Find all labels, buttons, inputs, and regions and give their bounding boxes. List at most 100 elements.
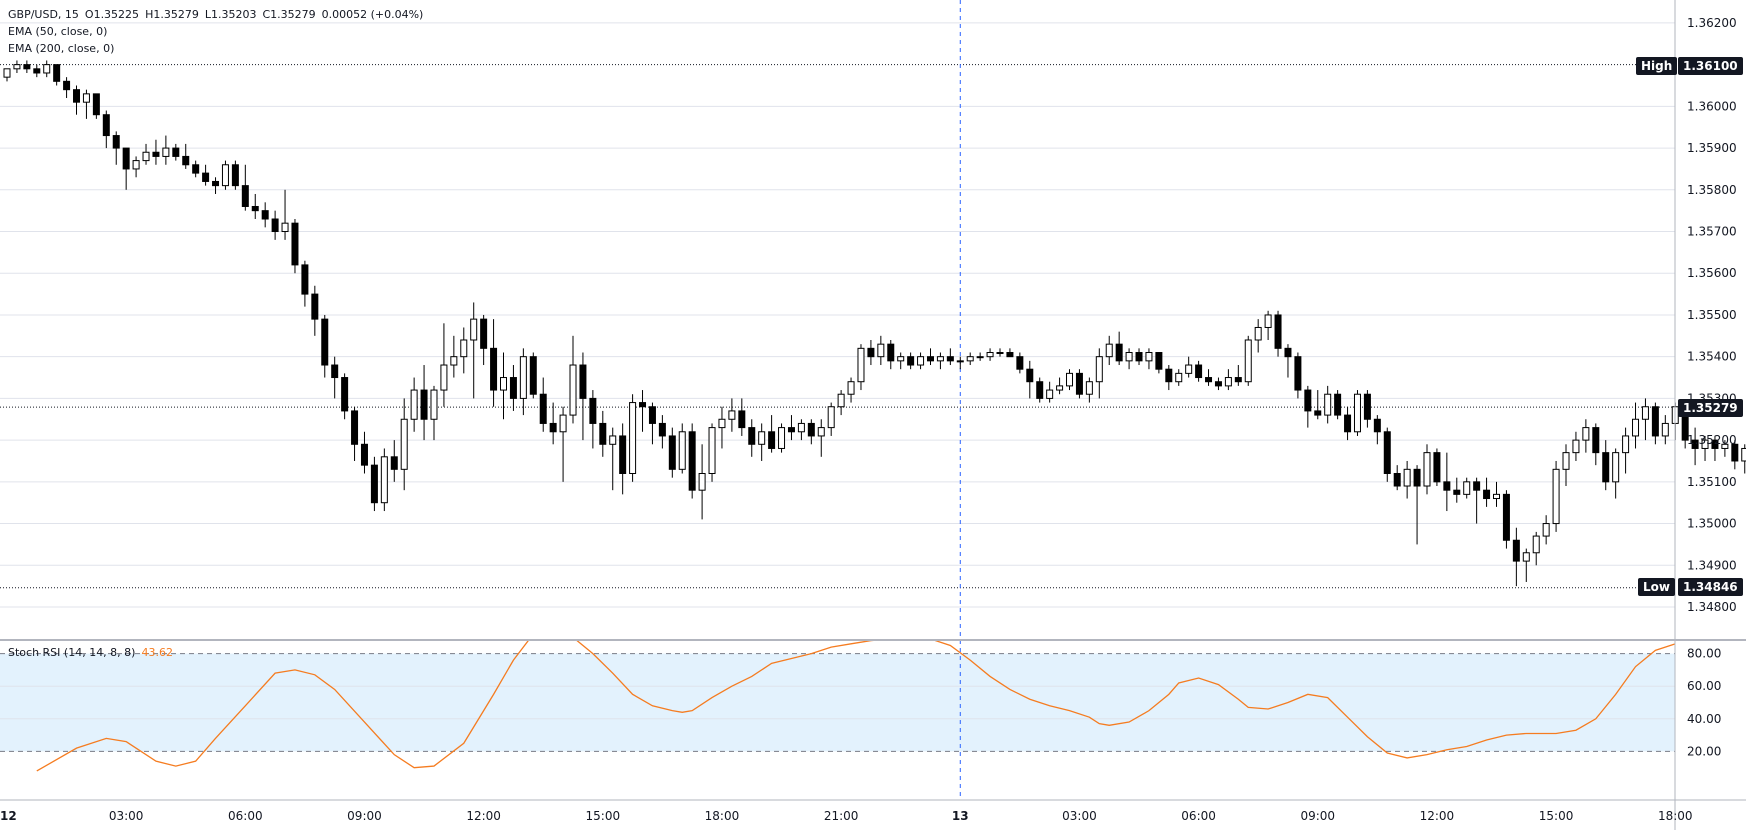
candle-body bbox=[1641, 406, 1649, 420]
candle-body bbox=[936, 356, 944, 362]
price-tick-label: 1.35800 bbox=[1687, 183, 1737, 197]
candle-body bbox=[1056, 385, 1064, 391]
candle-body bbox=[827, 406, 835, 429]
time-tick-label: 18:00 bbox=[1658, 809, 1693, 823]
candle-body bbox=[778, 427, 786, 449]
candles bbox=[3, 60, 1746, 587]
candle-body bbox=[797, 422, 805, 433]
ema200-legend[interactable]: EMA (200, close, 0) bbox=[8, 42, 115, 55]
candle-body bbox=[182, 155, 190, 166]
candle-body bbox=[639, 402, 647, 408]
candle-body bbox=[956, 360, 964, 363]
price-tick-label: 1.35700 bbox=[1687, 225, 1737, 239]
candle-body bbox=[668, 435, 676, 470]
candle-body bbox=[1512, 539, 1520, 562]
candle-body bbox=[946, 356, 954, 362]
symbol-name: GBP/USD, 15 bbox=[8, 8, 79, 21]
candle-body bbox=[1224, 377, 1232, 387]
candle-body bbox=[1443, 481, 1451, 491]
time-tick-label: 03:00 bbox=[1062, 809, 1097, 823]
candle-body bbox=[1214, 381, 1222, 387]
price-tick-label: 1.35500 bbox=[1687, 308, 1737, 322]
candle-body bbox=[509, 377, 517, 399]
time-tick-label: 06:00 bbox=[1181, 809, 1216, 823]
candle-body bbox=[311, 293, 319, 320]
time-tick-label: 03:00 bbox=[109, 809, 144, 823]
candle-body bbox=[559, 414, 567, 433]
candle-body bbox=[152, 151, 160, 157]
candle-body bbox=[132, 160, 140, 170]
candle-body bbox=[321, 318, 329, 366]
candle-body bbox=[1483, 489, 1491, 500]
candle-body bbox=[738, 410, 746, 429]
price-tick-label: 1.35400 bbox=[1687, 350, 1737, 364]
candle-body bbox=[1582, 427, 1590, 441]
candle-body bbox=[996, 352, 1004, 355]
price-tick-label: 1.34900 bbox=[1687, 558, 1737, 572]
candle-body bbox=[1433, 452, 1441, 483]
stoch-legend[interactable]: Stoch RSI (14, 14, 8, 8) 43.62 bbox=[8, 646, 173, 660]
price-tick-label: 1.36200 bbox=[1687, 16, 1737, 30]
candle-body bbox=[817, 427, 825, 437]
time-tick-label: 12:00 bbox=[466, 809, 501, 823]
candle-body bbox=[1602, 452, 1610, 483]
candle-body bbox=[1046, 389, 1054, 399]
candle-body bbox=[599, 422, 607, 445]
time-tick-label: 12 bbox=[0, 809, 17, 823]
stoch-tick-label: 80.00 bbox=[1687, 647, 1721, 661]
candle-body bbox=[92, 93, 100, 116]
candle-body bbox=[1036, 381, 1044, 399]
last-price-tag: 1.35279 bbox=[1678, 399, 1743, 417]
candle-body bbox=[490, 347, 498, 391]
candle-body bbox=[82, 93, 90, 103]
candle-body bbox=[1363, 393, 1371, 420]
candle-body bbox=[847, 381, 855, 395]
candle-body bbox=[1423, 452, 1431, 487]
candle-body bbox=[629, 402, 637, 474]
candle-body bbox=[301, 264, 309, 295]
time-tick-label: 13 bbox=[952, 809, 969, 823]
candle-body bbox=[678, 431, 686, 470]
stoch-background bbox=[0, 653, 1675, 752]
candle-body bbox=[1552, 468, 1560, 525]
candle-body bbox=[1185, 364, 1193, 374]
candle-body bbox=[877, 343, 885, 358]
candle-body bbox=[579, 364, 587, 399]
ohlc-high: H1.35279 bbox=[145, 8, 199, 21]
candle-body bbox=[1016, 356, 1024, 370]
stoch-rsi-line bbox=[36, 640, 1675, 772]
stoch-tick-label: 60.00 bbox=[1687, 679, 1721, 693]
candle-body bbox=[698, 472, 706, 491]
candle-body bbox=[1373, 418, 1381, 433]
stoch-band bbox=[0, 653, 1675, 752]
candle-body bbox=[1105, 343, 1113, 358]
candle-body bbox=[867, 347, 875, 358]
candle-body bbox=[351, 410, 359, 445]
candle-body bbox=[539, 393, 547, 424]
candle-body bbox=[1731, 443, 1739, 462]
candle-body bbox=[430, 389, 438, 420]
low-label-tag: Low bbox=[1638, 578, 1675, 596]
candle-body bbox=[1085, 381, 1093, 395]
candle-body bbox=[1026, 368, 1034, 383]
ohlc-close: C1.35279 bbox=[262, 8, 316, 21]
ema50-legend[interactable]: EMA (50, close, 0) bbox=[8, 25, 108, 38]
symbol-legend: GBP/USD, 15 O1.35225 H1.35279 L1.35203 C1.35… bbox=[8, 8, 429, 22]
candle-body bbox=[380, 456, 388, 504]
candle-body bbox=[1294, 356, 1302, 391]
candle-body bbox=[1592, 427, 1600, 454]
high-label-tag: High bbox=[1636, 57, 1678, 75]
candle-body bbox=[519, 356, 527, 399]
candle-body bbox=[172, 147, 180, 157]
candle-body bbox=[1195, 364, 1203, 379]
high-value-tag: 1.36100 bbox=[1678, 57, 1743, 75]
price-grid bbox=[0, 22, 1675, 608]
candle-body bbox=[1244, 339, 1252, 383]
candle-body bbox=[1632, 418, 1640, 437]
candle-body bbox=[500, 377, 507, 391]
candle-body bbox=[331, 364, 339, 379]
candle-body bbox=[1383, 431, 1391, 474]
candle-body bbox=[112, 135, 120, 149]
